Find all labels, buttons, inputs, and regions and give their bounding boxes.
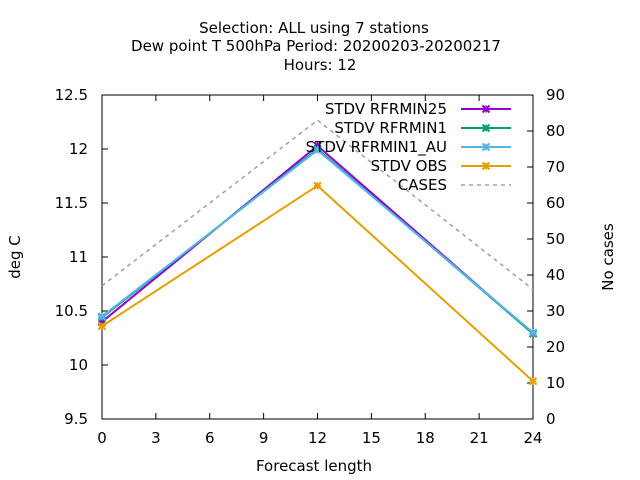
x-tick-label: 18 bbox=[416, 429, 435, 447]
series-line bbox=[101, 184, 534, 382]
y2-tick-label: 80 bbox=[546, 122, 565, 140]
y2-tick-label: 20 bbox=[546, 338, 565, 356]
y-tick-label: 10 bbox=[69, 356, 88, 374]
y2-tick-label: 10 bbox=[546, 374, 565, 392]
title-line-2: Dew point T 500hPa Period: 20200203-2020… bbox=[131, 37, 501, 55]
title-line-3: Hours: 12 bbox=[284, 56, 357, 74]
y-tick-label: 10.5 bbox=[55, 302, 88, 320]
y2-tick-label: 0 bbox=[546, 410, 556, 428]
data-point bbox=[481, 142, 491, 152]
legend-label: STDV RFRMIN25 bbox=[325, 100, 447, 118]
y2-axis: 0 10 20 30 40 50 60 70 80 90 bbox=[527, 86, 565, 428]
x-tick-label: 9 bbox=[259, 429, 269, 447]
series-stdv-obs bbox=[97, 181, 538, 386]
data-point bbox=[97, 321, 107, 331]
data-point bbox=[528, 376, 538, 386]
y-tick-label: 11.5 bbox=[55, 194, 88, 212]
series-stdv-rfrmin1-au bbox=[97, 145, 538, 337]
x-tick-label: 12 bbox=[308, 429, 327, 447]
legend-label: STDV OBS bbox=[371, 157, 447, 175]
x-axis: 0 3 6 9 12 15 18 21 24 bbox=[97, 95, 543, 447]
x-axis-label: Forecast length bbox=[256, 457, 372, 475]
series-layer bbox=[97, 119, 538, 386]
series-line bbox=[101, 147, 534, 335]
x-tick-label: 3 bbox=[151, 429, 161, 447]
y-axis-label: deg C bbox=[6, 235, 24, 279]
data-point bbox=[97, 312, 107, 321]
data-point bbox=[481, 104, 491, 114]
x-tick-label: 24 bbox=[523, 429, 542, 447]
y-tick-label: 9.5 bbox=[64, 410, 88, 428]
y-tick-label: 11 bbox=[69, 248, 88, 266]
series-cases bbox=[101, 119, 534, 290]
data-point bbox=[528, 328, 538, 337]
y-axis: 9.5 10 10.5 11 11.5 12 12.5 bbox=[55, 86, 108, 428]
y2-tick-label: 50 bbox=[546, 230, 565, 248]
x-tick-label: 21 bbox=[470, 429, 489, 447]
data-point bbox=[481, 161, 491, 171]
y2-tick-label: 30 bbox=[546, 302, 565, 320]
x-tick-label: 6 bbox=[205, 429, 215, 447]
data-point bbox=[313, 181, 322, 190]
data-point bbox=[313, 145, 322, 155]
chart-title: Selection: ALL using 7 stations Dew poin… bbox=[131, 19, 501, 74]
legend-label: STDV RFRMIN1 bbox=[334, 119, 447, 137]
x-tick-label: 0 bbox=[97, 429, 107, 447]
y-tick-label: 12.5 bbox=[55, 86, 88, 104]
y2-tick-label: 90 bbox=[546, 86, 565, 104]
y2-tick-label: 40 bbox=[546, 266, 565, 284]
series-line bbox=[101, 119, 534, 290]
y2-axis-label: No cases bbox=[599, 223, 617, 291]
legend-label: STDV RFRMIN1_AU bbox=[306, 138, 447, 157]
y2-tick-label: 60 bbox=[546, 194, 565, 212]
legend-label: CASES bbox=[398, 176, 447, 194]
x-tick-label: 15 bbox=[362, 429, 381, 447]
y2-tick-label: 70 bbox=[546, 158, 565, 176]
data-point bbox=[481, 123, 491, 133]
series-line bbox=[101, 148, 534, 334]
y-tick-label: 12 bbox=[69, 140, 88, 158]
title-line-1: Selection: ALL using 7 stations bbox=[199, 19, 429, 37]
series-line bbox=[101, 144, 534, 335]
